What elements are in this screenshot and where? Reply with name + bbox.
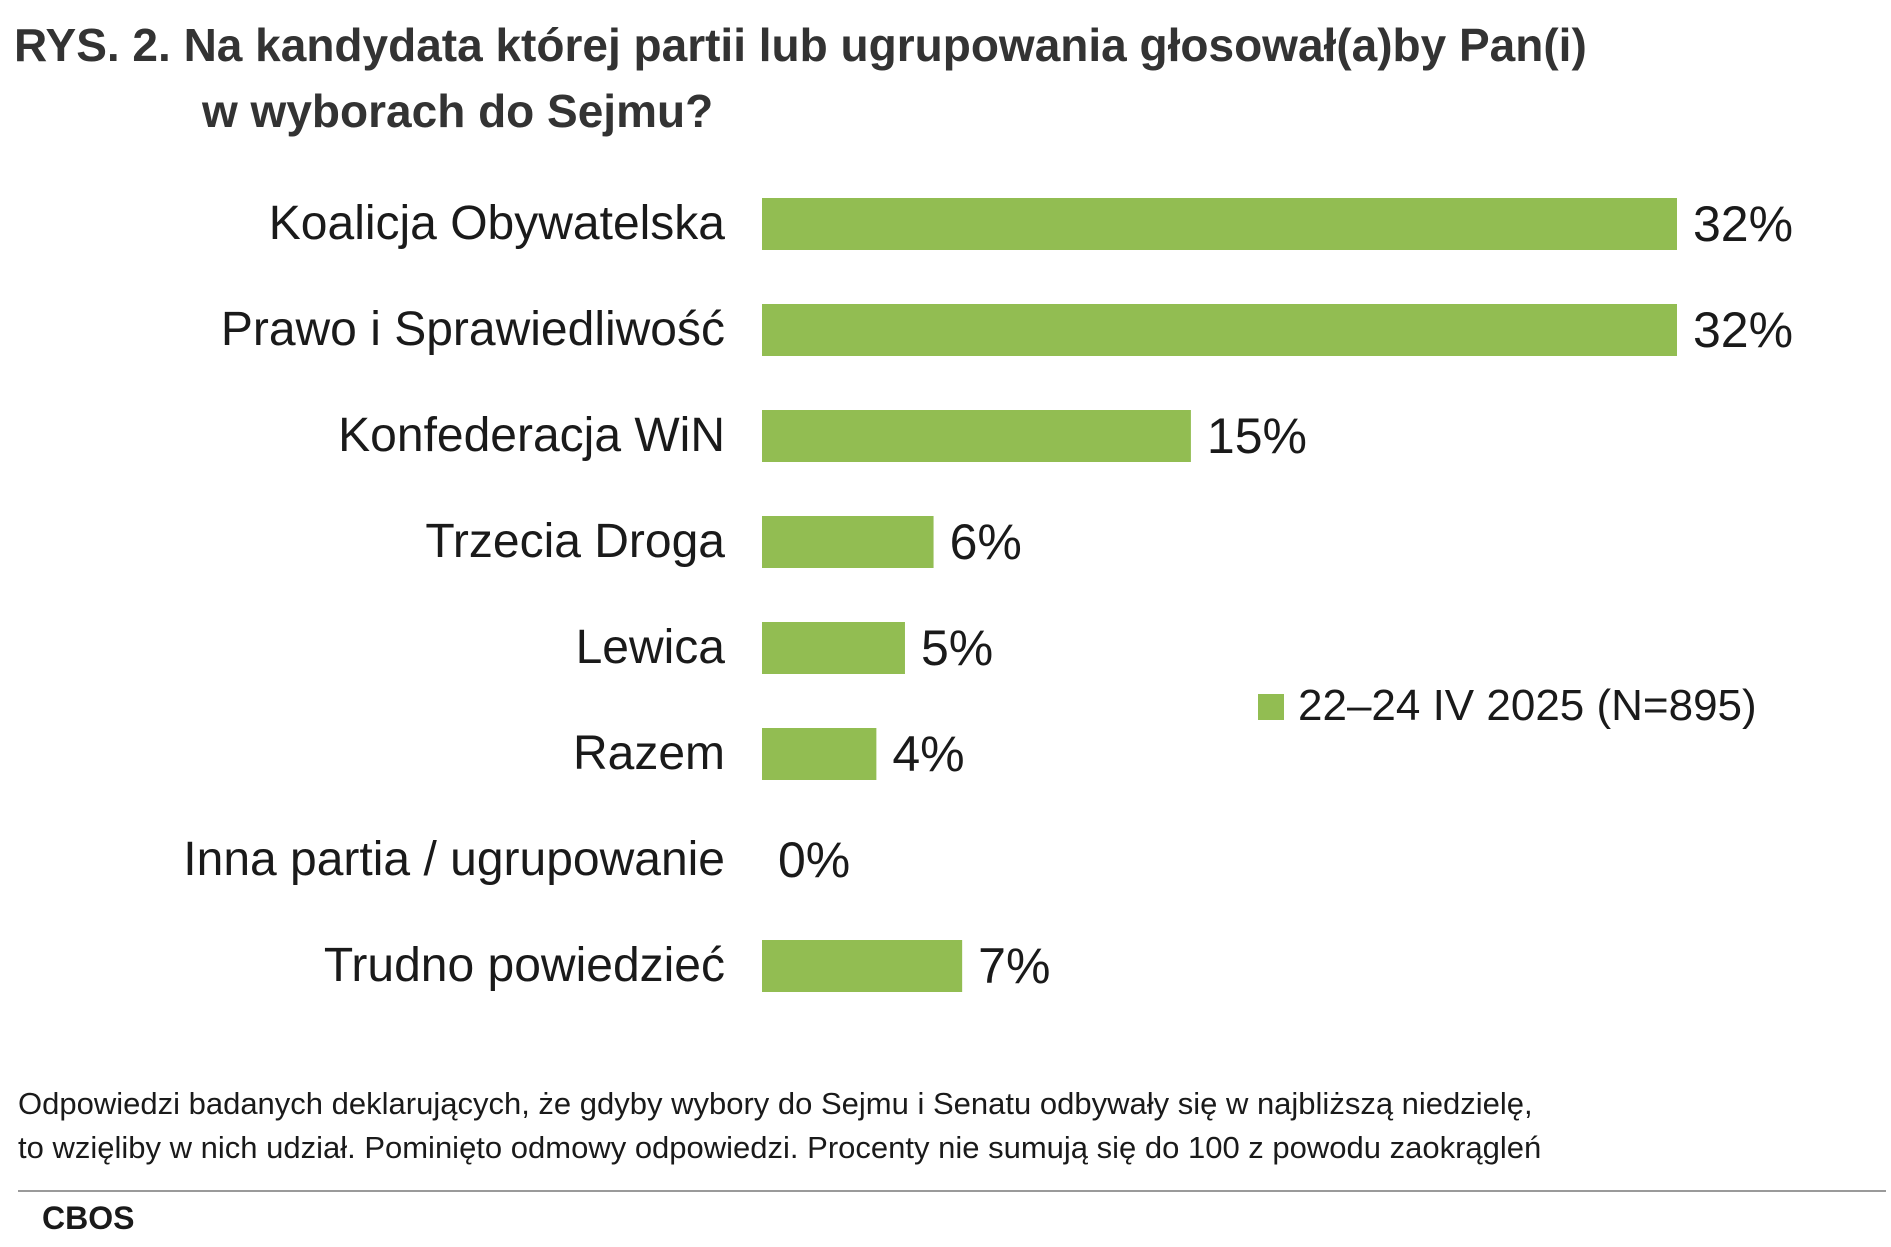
category-label: Razem (573, 727, 725, 780)
bar (762, 728, 877, 780)
bar-chart: Koalicja Obywatelska 32% Prawo i Sprawiedl… (183, 196, 1793, 994)
category-label: Konfederacja WiN (338, 409, 725, 462)
category-label: Trudno powiedzieć (324, 939, 725, 992)
footnote-line-2: to wzięliby w nich udział. Pominięto odm… (18, 1130, 1542, 1165)
category-label: Lewica (576, 621, 726, 674)
footnote: Odpowiedzi badanych deklarujących, że gd… (18, 1082, 1541, 1170)
bar (762, 198, 1677, 250)
data-label: 4% (892, 726, 964, 782)
category-label: Prawo i Sprawiedliwość (221, 303, 725, 356)
category-label: Trzecia Droga (425, 515, 725, 568)
legend-label: 22–24 IV 2025 (N=895) (1298, 681, 1757, 730)
title-line-1: RYS. 2. Na kandydata której partii lub u… (14, 19, 1587, 71)
footer-divider (18, 1190, 1886, 1192)
chart-title: RYS. 2. Na kandydata której partii lub u… (14, 12, 1587, 144)
data-label: 5% (921, 620, 993, 676)
data-label: 6% (950, 514, 1022, 570)
footnote-line-1: Odpowiedzi badanych deklarujących, że gd… (18, 1086, 1533, 1121)
data-label: 7% (978, 938, 1050, 994)
bar (762, 410, 1191, 462)
legend-swatch (1258, 694, 1284, 720)
data-label: 0% (778, 832, 850, 888)
source-label: CBOS (42, 1200, 135, 1236)
data-label: 32% (1693, 302, 1793, 358)
category-label: Inna partia / ugrupowanie (183, 833, 725, 886)
data-label: 15% (1207, 408, 1307, 464)
bar (762, 304, 1677, 356)
title-line-2: w wyborach do Sejmu? (202, 85, 714, 137)
bar (762, 516, 934, 568)
data-label: 32% (1693, 196, 1793, 252)
category-label: Koalicja Obywatelska (269, 197, 726, 250)
bar (762, 940, 963, 992)
bar (762, 622, 905, 674)
